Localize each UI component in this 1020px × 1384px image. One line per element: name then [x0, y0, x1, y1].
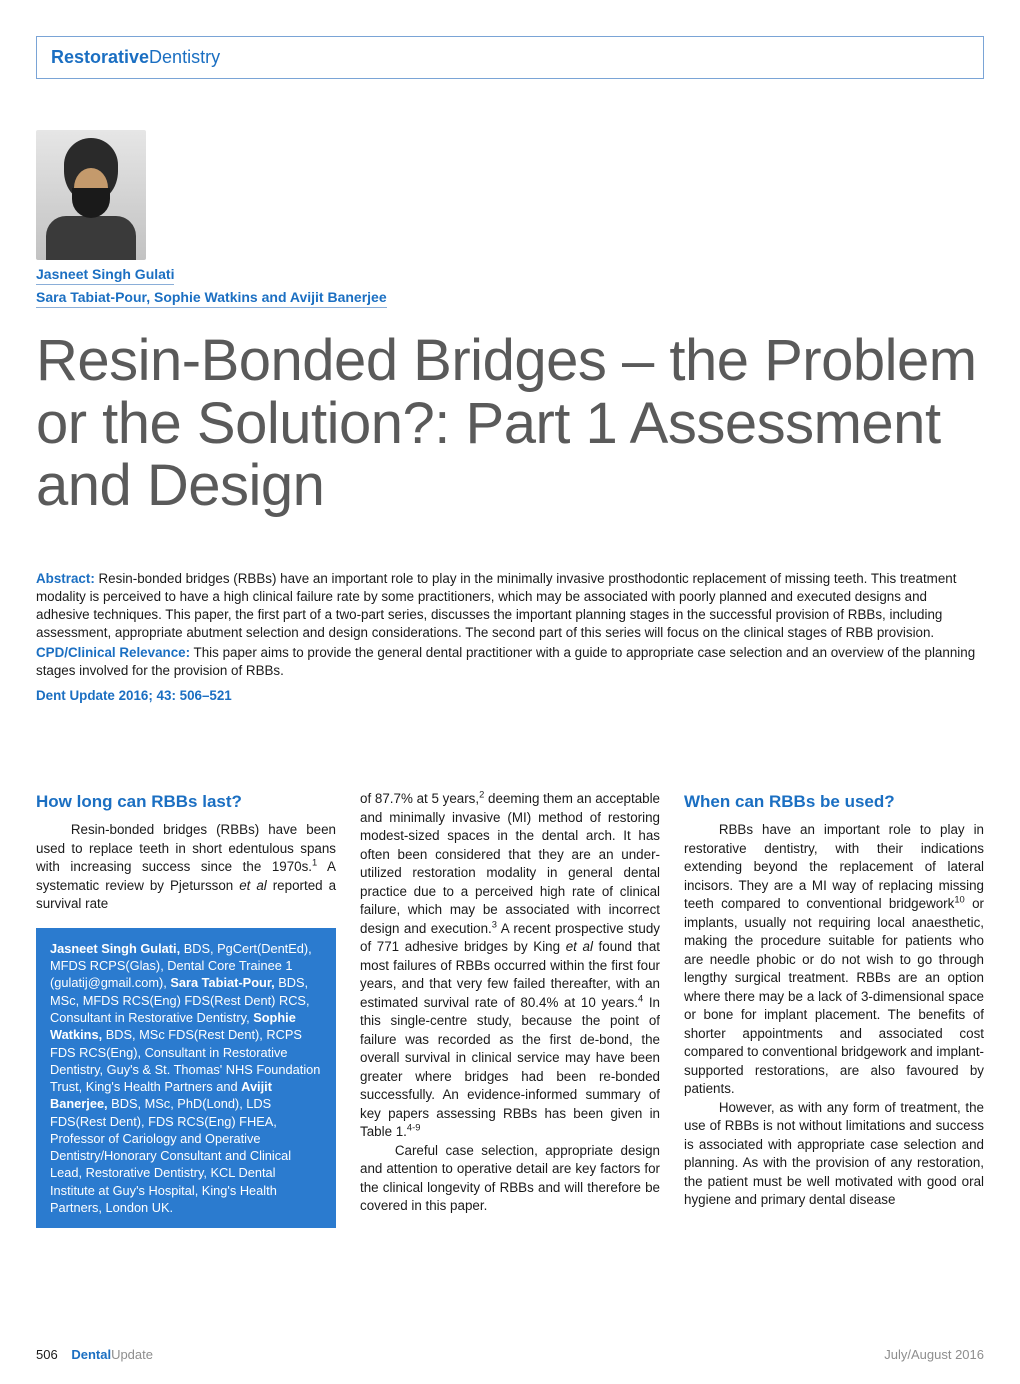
author-block: Jasneet Singh Gulati Sara Tabiat-Pour, S…	[36, 130, 387, 308]
author-photo-beard	[72, 188, 110, 218]
category-box: RestorativeDentistry	[36, 36, 984, 79]
column-1: How long can RBBs last? Resin-bonded bri…	[36, 790, 336, 1228]
col3-p1a: RBBs have an important role to play in r…	[684, 822, 984, 911]
primary-author: Jasneet Singh Gulati	[36, 266, 174, 285]
category-bold: Restorative	[51, 47, 149, 67]
column-2: of 87.7% at 5 years,2 deeming them an ac…	[360, 790, 660, 1228]
category-light: Dentistry	[149, 47, 220, 67]
cpd-label: CPD/Clinical Relevance:	[36, 645, 190, 660]
citation: Dent Update 2016; 43: 506–521	[36, 687, 984, 705]
col1-para1: Resin-bonded bridges (RBBs) have been us…	[36, 821, 336, 914]
footer-left: 506 DentalUpdate	[36, 1347, 153, 1362]
page-footer: 506 DentalUpdate July/August 2016	[36, 1347, 984, 1362]
journal-bold: Dental	[71, 1347, 111, 1362]
section-head-when: When can RBBs be used?	[684, 790, 984, 813]
col3-sup1: 10	[954, 895, 964, 905]
cpd: CPD/Clinical Relevance: This paper aims …	[36, 644, 984, 680]
col2-em: et al	[566, 939, 593, 954]
col2-para2: Careful case selection, appropriate desi…	[360, 1142, 660, 1216]
abstract-label: Abstract:	[36, 571, 95, 586]
author-photo	[36, 130, 146, 260]
section-head-how-long: How long can RBBs last?	[36, 790, 336, 813]
col2-sup4: 4-9	[407, 1123, 421, 1133]
author-bio-box: Jasneet Singh Gulati, BDS, PgCert(DentEd…	[36, 928, 336, 1228]
col1-p1-em: et al	[239, 878, 267, 893]
col3-p1b: or implants, usually not requiring local…	[684, 896, 984, 1096]
col2-para1: of 87.7% at 5 years,2 deeming them an ac…	[360, 790, 660, 1142]
col2-p1b: deeming them an acceptable and minimally…	[360, 791, 660, 936]
journal-light: Update	[111, 1347, 153, 1362]
secondary-authors: Sara Tabiat-Pour, Sophie Watkins and Avi…	[36, 289, 387, 308]
page-number: 506	[36, 1347, 58, 1362]
bio-a4-quals: BDS, MSc, PhD(Lond), LDS FDS(Rest Dent),…	[50, 1096, 291, 1215]
category: RestorativeDentistry	[51, 47, 220, 67]
column-3: When can RBBs be used? RBBs have an impo…	[684, 790, 984, 1228]
body-columns: How long can RBBs last? Resin-bonded bri…	[36, 790, 984, 1228]
col2-p1a: of 87.7% at 5 years,	[360, 791, 479, 806]
abstract-text: Resin-bonded bridges (RBBs) have an impo…	[36, 571, 956, 640]
col3-para2: However, as with any form of treatment, …	[684, 1099, 984, 1210]
article-title: Resin-Bonded Bridges – the Problem or th…	[36, 330, 984, 518]
author-photo-torso	[46, 216, 136, 260]
bio-a2-name: Sara Tabiat-Pour,	[170, 975, 274, 990]
footer-issue: July/August 2016	[884, 1347, 984, 1362]
abstract: Abstract: Resin-bonded bridges (RBBs) ha…	[36, 570, 984, 642]
abstract-block: Abstract: Resin-bonded bridges (RBBs) ha…	[36, 570, 984, 707]
col1-p1-pre: Resin-bonded bridges (RBBs) have been us…	[36, 822, 336, 874]
col3-para1: RBBs have an important role to play in r…	[684, 821, 984, 1099]
bio-a1-name: Jasneet Singh Gulati,	[50, 941, 180, 956]
col2-p1e: In this single-centre study, because the…	[360, 995, 660, 1140]
